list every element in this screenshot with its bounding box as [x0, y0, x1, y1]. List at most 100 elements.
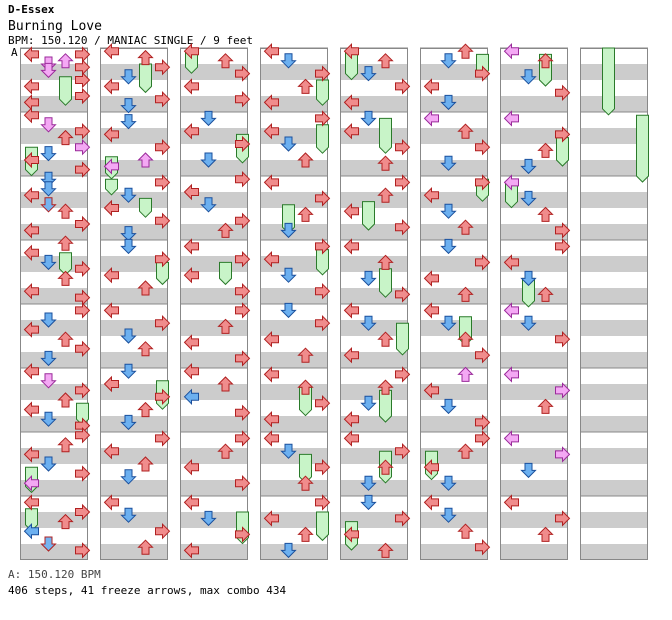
step-arrow-up — [217, 318, 234, 334]
step-arrow-up — [457, 443, 474, 459]
step-arrow-down — [40, 181, 57, 197]
step-arrow-up — [297, 526, 314, 542]
step-arrow-right — [155, 250, 171, 268]
step-arrow-left — [103, 78, 119, 95]
step-arrow-left — [343, 410, 359, 428]
step-arrow-down — [360, 395, 377, 411]
step-arrow-up — [57, 270, 74, 286]
step-arrow-up — [537, 142, 554, 158]
step-arrow-left — [343, 122, 359, 140]
step-arrow-left — [503, 430, 519, 447]
freeze-arrow — [379, 389, 392, 423]
step-arrow-left — [23, 244, 39, 262]
step-arrow-down — [40, 536, 57, 552]
step-arrow-right — [475, 254, 491, 271]
step-arrow-left — [423, 270, 439, 287]
step-arrow-right — [155, 174, 171, 191]
freeze-arrow — [602, 47, 615, 116]
step-arrow-left — [183, 388, 199, 406]
step-arrow-down — [40, 350, 57, 367]
step-arrow-left — [343, 430, 359, 447]
step-arrow-up — [297, 206, 314, 222]
step-arrow-up — [537, 53, 554, 69]
step-arrow-up — [137, 280, 154, 296]
step-arrow-right — [155, 522, 171, 540]
step-arrow-right — [395, 442, 411, 460]
step-arrow-left — [103, 199, 119, 217]
step-arrow-left — [263, 174, 279, 191]
step-arrow-down — [120, 114, 137, 130]
step-arrow-left — [183, 334, 199, 351]
step-arrow-up — [537, 526, 554, 542]
step-arrow-up — [217, 443, 234, 459]
step-arrow-down — [440, 398, 457, 415]
step-arrow-right — [315, 314, 331, 332]
step-arrow-left — [183, 183, 199, 201]
step-arrow-left — [103, 302, 119, 319]
step-arrow-right — [555, 222, 571, 239]
step-arrow-down — [520, 270, 537, 287]
step-arrow-down — [360, 66, 377, 82]
step-arrow-up — [457, 366, 474, 382]
step-arrow-left — [103, 42, 119, 60]
step-arrow-up — [457, 43, 474, 59]
step-arrow-down — [40, 117, 57, 133]
step-arrow-right — [315, 190, 331, 207]
step-arrow-up — [457, 523, 474, 539]
freeze-arrow — [379, 117, 392, 154]
step-arrow-left — [503, 174, 519, 191]
step-arrow-down — [440, 507, 457, 523]
step-arrow-left — [23, 474, 39, 492]
step-arrow-down — [360, 110, 377, 127]
step-arrow-left — [343, 94, 359, 111]
step-arrow-right — [75, 161, 91, 178]
step-arrow-right — [555, 382, 571, 399]
step-arrow-left — [423, 186, 439, 204]
step-arrow-left — [183, 362, 199, 380]
step-arrow-up — [297, 379, 314, 395]
freeze-arrow — [316, 124, 329, 154]
step-arrow-right — [235, 526, 251, 543]
freeze-arrow — [105, 178, 118, 196]
freeze-arrow — [59, 252, 72, 276]
step-arrow-down — [120, 507, 137, 523]
step-arrow-left — [263, 366, 279, 383]
step-arrow-left — [23, 78, 39, 95]
step-arrow-right — [475, 538, 491, 556]
step-arrow-up — [297, 347, 314, 363]
footer-bpm: A: 150.120 BPM — [8, 568, 101, 581]
freeze-arrow — [362, 201, 375, 231]
step-arrow-left — [423, 382, 439, 399]
step-arrow-down — [280, 53, 297, 69]
step-arrow-right — [235, 250, 251, 268]
step-arrow-right — [315, 458, 331, 476]
step-arrow-left — [343, 238, 359, 255]
step-arrow-down — [440, 53, 457, 69]
step-arrow-left — [183, 122, 199, 140]
step-arrow-up — [57, 53, 74, 69]
freeze-arrow — [316, 79, 329, 106]
step-arrow-down — [200, 197, 217, 213]
step-arrow-right — [75, 503, 91, 521]
step-arrow-left — [183, 266, 199, 284]
step-arrow-right — [395, 138, 411, 156]
bpm-change-marker: A — [10, 46, 19, 59]
step-arrow-down — [520, 158, 537, 175]
step-arrow-right — [475, 65, 491, 82]
freeze-arrow — [636, 114, 649, 183]
step-arrow-down — [120, 69, 137, 85]
step-arrow-right — [155, 90, 171, 108]
step-arrow-left — [263, 330, 279, 348]
step-arrow-left — [103, 266, 119, 284]
step-arrow-left — [23, 362, 39, 380]
step-arrow-left — [423, 110, 439, 127]
step-arrow-right — [235, 135, 251, 153]
step-arrow-right — [75, 87, 91, 105]
step-arrow-right — [555, 84, 571, 102]
step-arrow-left — [423, 458, 439, 476]
freeze-arrow — [316, 511, 329, 542]
step-arrow-up — [377, 542, 394, 558]
freeze-arrow — [396, 322, 409, 356]
step-arrow-up — [457, 123, 474, 139]
step-arrow-left — [23, 46, 39, 63]
